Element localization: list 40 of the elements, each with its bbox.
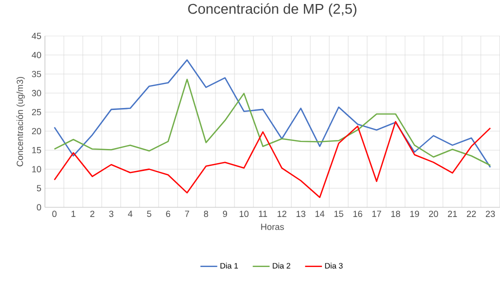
x-tick-label: 3 [109, 210, 114, 218]
x-tick-label: 15 [334, 210, 344, 217]
x-tick-label: 12 [278, 210, 286, 217]
y-tick-label: 20 [32, 128, 42, 134]
y-axis-title: Concentración (ug/m3) [16, 77, 25, 166]
x-tick-label: 9 [222, 210, 228, 218]
y-tick-label: 30 [32, 90, 42, 96]
y-tick-label: 25 [32, 108, 42, 116]
x-tick-label: 20 [428, 210, 438, 218]
y-tick-label: 35 [32, 70, 42, 78]
x-tick-label: 0 [52, 210, 57, 218]
chart-title: Concentración de MP (2,5) [188, 3, 356, 17]
x-tick-label: 10 [240, 210, 249, 218]
x-tick-label: 8 [204, 210, 208, 218]
x-tick-label: 6 [166, 210, 170, 218]
x-tick-label: 23 [486, 210, 495, 218]
x-tick-label: 17 [372, 210, 382, 217]
y-tick-label: 40 [32, 52, 42, 58]
x-tick-label: 22 [466, 210, 476, 217]
line-series [54, 78, 491, 166]
x-tick-label: 5 [147, 210, 152, 217]
line-series [54, 59, 491, 168]
y-tick-label: 45 [32, 32, 42, 40]
x-tick-label: 1 [72, 210, 76, 217]
x-tick-label: 2 [90, 210, 94, 217]
x-tick-label: 18 [391, 210, 400, 218]
y-tick-label: 15 [32, 147, 42, 154]
line-series [54, 121, 491, 198]
x-tick-label: 19 [410, 210, 420, 218]
y-tick-label: 5 [36, 185, 42, 192]
x-tick-label: 16 [353, 210, 362, 218]
x-tick-label: 4 [128, 210, 132, 217]
x-tick-label: 14 [315, 210, 324, 217]
y-tick-label: 0 [36, 204, 42, 210]
x-axis-title: Horas [261, 224, 284, 230]
x-tick-label: 21 [448, 210, 457, 217]
x-tick-label: 13 [296, 210, 306, 218]
x-tick-label: 11 [258, 210, 268, 217]
y-tick-label: 10 [32, 166, 42, 172]
x-tick-label: 7 [185, 210, 190, 217]
